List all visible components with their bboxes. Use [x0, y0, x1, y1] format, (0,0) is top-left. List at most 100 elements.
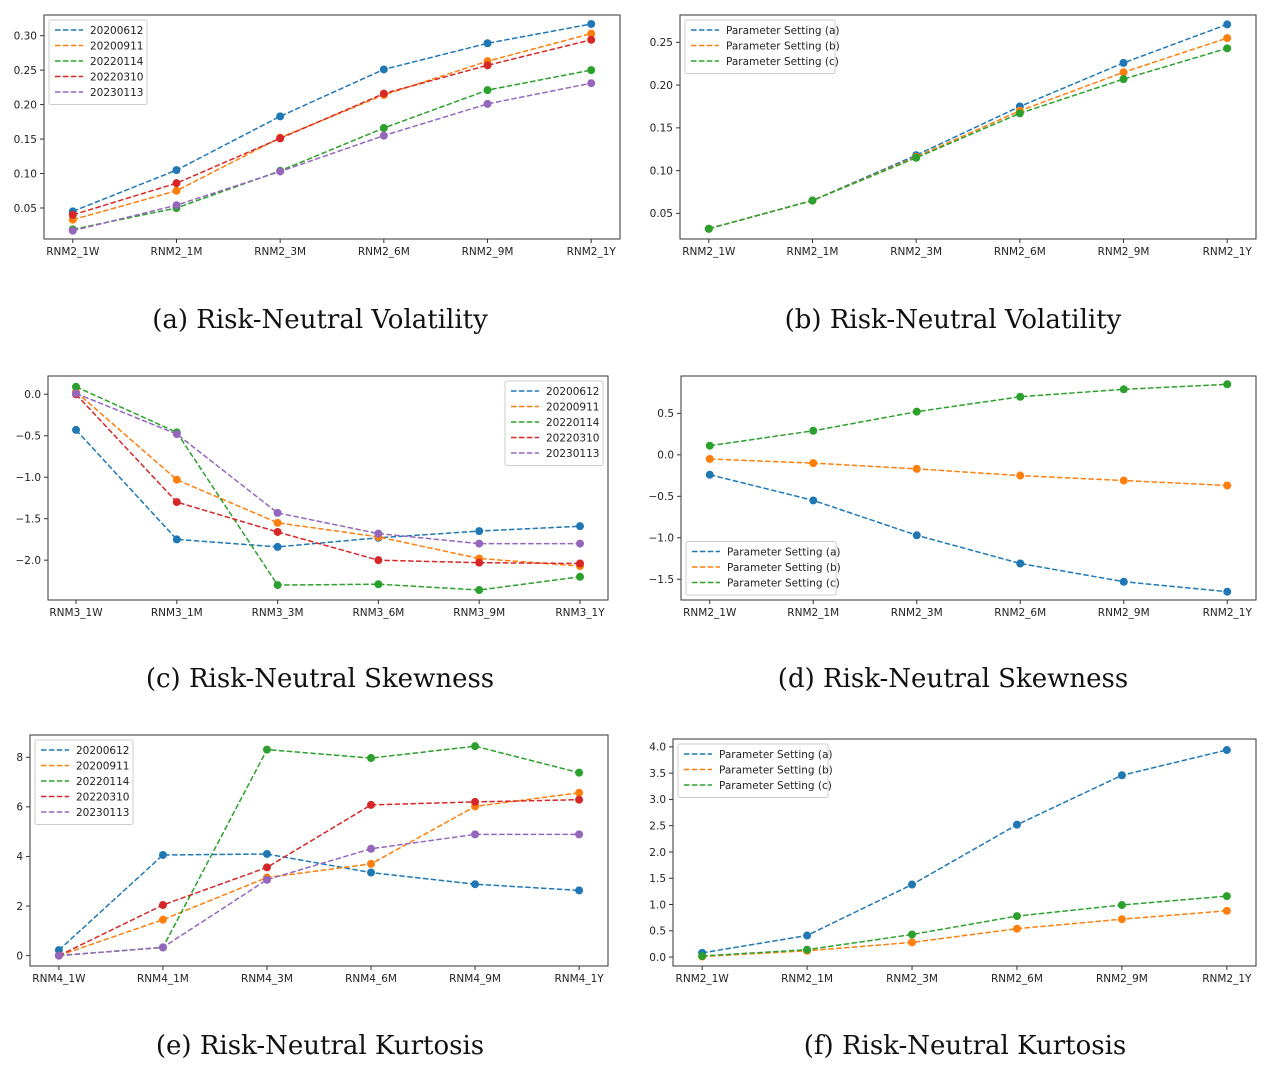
- data-point: [1117, 771, 1126, 780]
- data-point: [379, 89, 388, 98]
- y-tick-label: 2.0: [649, 847, 666, 859]
- y-tick-label: 6: [16, 802, 23, 814]
- data-point: [908, 880, 917, 889]
- panel-caption: (a) Risk-Neutral Volatility: [152, 305, 488, 335]
- x-tick-label: RNM2_1W: [682, 246, 736, 258]
- x-tick-label: RNM3_1W: [49, 607, 103, 619]
- legend-box: [504, 380, 604, 466]
- legend-box: [34, 739, 134, 825]
- axes-frame: [29, 734, 609, 967]
- x-tick-label: RNM2_3M: [890, 246, 942, 258]
- panel-caption: (b) Risk-Neutral Volatility: [785, 305, 1122, 335]
- data-point: [367, 800, 376, 809]
- x-tick-label: RNM2_3M: [254, 246, 306, 258]
- data-point: [587, 66, 596, 75]
- y-tick-label: 0.5: [649, 926, 666, 938]
- data-point: [1222, 892, 1231, 901]
- data-point: [1119, 385, 1128, 394]
- x-tick-label: RNM2_9M: [1098, 607, 1150, 619]
- data-point: [1119, 577, 1128, 586]
- legend-label: Parameter Setting (c): [727, 577, 840, 589]
- panel-caption: (e) Risk-Neutral Kurtosis: [156, 1031, 484, 1061]
- series-line: [709, 383, 1228, 447]
- data-point: [705, 454, 714, 463]
- panel-caption: (c) Risk-Neutral Skewness: [146, 664, 494, 694]
- legend-label: Parameter Setting (c): [726, 56, 839, 68]
- y-tick-label: 0: [16, 950, 23, 962]
- legend-box: [684, 19, 836, 74]
- data-point: [587, 19, 596, 28]
- data-point: [912, 531, 921, 540]
- data-point: [698, 952, 707, 961]
- series-line: [709, 473, 1228, 593]
- x-tick-label: RNM2_6M: [994, 246, 1046, 258]
- data-point: [273, 527, 282, 536]
- x-tick-label: RNM2_9M: [1096, 973, 1148, 985]
- y-tick-label: 0.25: [14, 65, 37, 77]
- legend-label: 20220114: [546, 417, 600, 429]
- y-tick-label: 0.20: [650, 80, 673, 92]
- series-line: [58, 792, 580, 957]
- series-parameter-setting-c-: [698, 892, 1231, 961]
- x-tick-label: RNM2_3M: [886, 973, 938, 985]
- data-point: [54, 951, 63, 960]
- series-20220310: [68, 35, 596, 219]
- series-line: [58, 745, 580, 957]
- y-tick-label: −1.5: [649, 574, 675, 586]
- y-tick-label: 0.25: [650, 37, 673, 49]
- data-point: [471, 830, 480, 839]
- data-point: [475, 539, 484, 548]
- data-point: [803, 945, 812, 954]
- x-tick-label: RNM4_3M: [241, 973, 293, 985]
- legend-label: Parameter Setting (b): [719, 764, 833, 776]
- data-point: [576, 522, 584, 531]
- x-tick-label: RNM2_3M: [891, 607, 943, 619]
- data-point: [374, 580, 383, 589]
- data-point: [1222, 906, 1231, 915]
- x-tick-label: RNM2_1M: [781, 973, 833, 985]
- legend-label: 20220114: [90, 56, 144, 68]
- data-point: [374, 529, 383, 538]
- legend-label: Parameter Setting (a): [727, 546, 841, 558]
- data-point: [587, 35, 596, 44]
- panel-caption: (f) Risk-Neutral Kurtosis: [804, 1031, 1126, 1061]
- legend-label: Parameter Setting (a): [726, 25, 840, 37]
- x-tick-label: RNM2_1Y: [567, 246, 617, 258]
- x-tick-label: RNM2_6M: [994, 607, 1046, 619]
- series-20220310: [54, 795, 584, 960]
- data-point: [1222, 746, 1231, 755]
- y-tick-label: −0.5: [649, 491, 675, 503]
- y-tick-label: −1.0: [649, 533, 675, 545]
- data-point: [1012, 924, 1021, 933]
- legend-label: 20230113: [76, 807, 129, 819]
- legend-label: 20200911: [90, 40, 143, 52]
- legend: Parameter Setting (a) Parameter Setting (…: [685, 541, 841, 596]
- data-point: [705, 441, 714, 450]
- series-line: [72, 82, 592, 232]
- series-line: [702, 895, 1227, 957]
- y-tick-label: 0.10: [14, 168, 37, 180]
- data-point: [575, 795, 584, 804]
- legend-label: 20200911: [546, 401, 599, 413]
- data-point: [262, 863, 271, 872]
- y-tick-label: −0.5: [16, 431, 42, 443]
- data-point: [262, 745, 271, 754]
- y-tick-label: 0.20: [14, 99, 37, 111]
- y-tick-label: 0.15: [650, 123, 673, 135]
- legend-label: 20220310: [546, 432, 599, 444]
- panel-caption: (d) Risk-Neutral Skewness: [778, 664, 1128, 694]
- series-parameter-setting-c-: [704, 44, 1232, 233]
- series-20220114: [68, 66, 596, 234]
- data-point: [1119, 68, 1128, 77]
- data-point: [704, 224, 713, 233]
- series-parameter-setting-c-: [705, 380, 1232, 450]
- data-point: [575, 768, 584, 777]
- x-tick-label: RNM4_1Y: [554, 973, 604, 985]
- legend: Parameter Setting (a) Parameter Setting (…: [677, 743, 833, 798]
- y-tick-label: −1.0: [16, 472, 42, 484]
- x-tick-label: RNM4_6M: [345, 973, 397, 985]
- x-tick-label: RNM2_1M: [787, 246, 839, 258]
- data-point: [1012, 912, 1021, 921]
- legend-box: [685, 541, 837, 596]
